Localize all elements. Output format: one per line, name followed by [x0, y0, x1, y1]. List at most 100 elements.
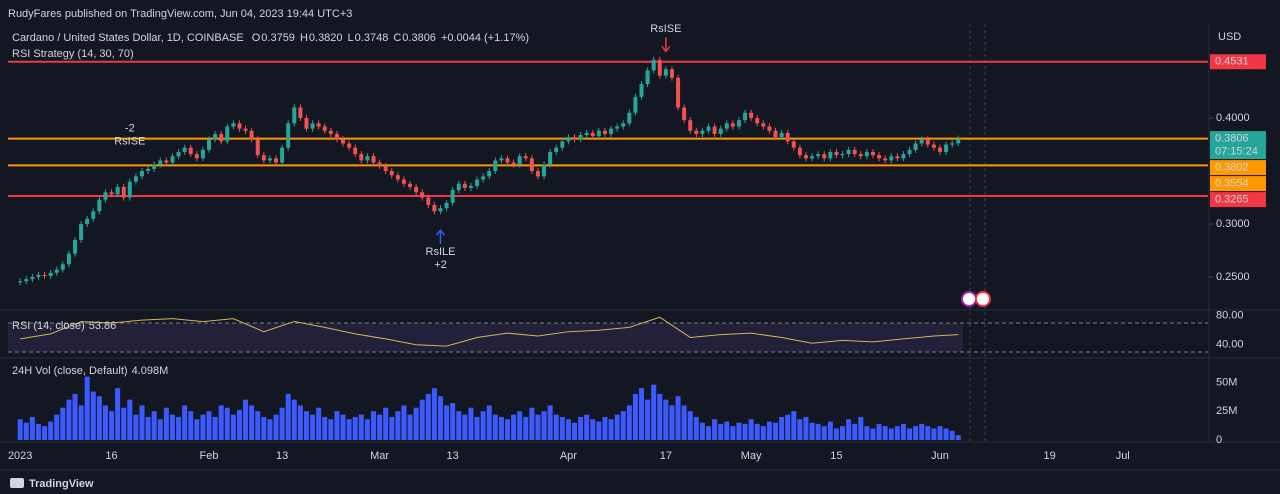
candle — [225, 126, 230, 142]
volume-bar — [687, 411, 693, 440]
volume-bar — [821, 426, 827, 440]
candle — [864, 151, 869, 157]
candle — [140, 171, 145, 177]
candle — [548, 151, 553, 165]
volume-bar — [663, 399, 669, 440]
volume-bar — [559, 416, 565, 440]
candle — [529, 158, 534, 172]
candle — [231, 123, 236, 127]
candle — [462, 183, 467, 189]
volume-bar — [90, 391, 96, 440]
volume-bar — [115, 388, 121, 440]
volume-bar — [17, 419, 23, 440]
candle — [724, 123, 729, 129]
volume-bar — [858, 416, 864, 440]
candle — [572, 137, 577, 140]
candle — [347, 143, 352, 148]
ohlc-value: 0.3748 — [355, 32, 389, 44]
candle — [389, 171, 394, 176]
candle — [651, 59, 656, 71]
candle — [907, 149, 912, 155]
x-tick-label: 16 — [105, 450, 117, 462]
candle — [133, 176, 138, 182]
candle — [663, 69, 668, 76]
candle — [298, 107, 303, 119]
volume-bar — [864, 426, 870, 440]
candle — [377, 162, 382, 166]
x-tick-label: 19 — [1043, 450, 1055, 462]
candle — [304, 118, 309, 129]
volume-bar — [255, 411, 261, 440]
candle — [286, 123, 291, 148]
candle — [767, 126, 772, 131]
candle — [937, 147, 942, 152]
volume-bar — [766, 421, 772, 440]
price-label: 0.3265 — [1215, 194, 1249, 206]
volume-bar — [35, 423, 41, 440]
candle — [243, 128, 248, 131]
volume-last: 4.098M — [132, 365, 169, 377]
candle — [164, 160, 169, 163]
volume-bar — [870, 428, 876, 440]
candle — [895, 156, 900, 159]
volume-bar — [54, 414, 60, 440]
candle — [200, 149, 205, 159]
ohlc-key: O — [252, 32, 261, 44]
candle — [645, 70, 650, 85]
candle — [688, 120, 693, 131]
volume-bar — [517, 411, 523, 440]
candle — [176, 151, 181, 157]
volume-bar — [578, 416, 584, 440]
x-tick-label: May — [741, 450, 762, 462]
volume-bar — [523, 416, 529, 440]
volume-bar — [535, 414, 541, 440]
candle — [773, 130, 778, 138]
volume-bar — [468, 407, 474, 440]
volume-bar — [109, 411, 115, 440]
candle — [718, 128, 723, 134]
volume-bar — [846, 419, 852, 440]
volume-bar — [833, 428, 839, 440]
candle — [359, 154, 364, 161]
volume-bar — [243, 399, 249, 440]
ohlc-value: 0.3759 — [261, 32, 295, 44]
volume-bar — [127, 399, 133, 440]
volume-bar — [511, 414, 517, 440]
volume-bar — [413, 407, 419, 440]
candle — [889, 156, 894, 161]
candle — [365, 156, 370, 161]
volume-bar — [608, 419, 614, 440]
candle — [85, 218, 90, 225]
volume-bar — [139, 405, 145, 440]
candle — [188, 147, 193, 155]
volume-bar — [450, 403, 456, 440]
volume-bar — [681, 405, 687, 440]
candle — [237, 123, 242, 129]
candle — [639, 84, 644, 97]
candle — [615, 126, 620, 129]
volume-bar — [919, 423, 925, 440]
candle — [505, 158, 510, 163]
candle — [761, 123, 766, 127]
volume-bar — [748, 419, 754, 440]
volume-bar — [937, 426, 943, 440]
volume-bar — [809, 422, 815, 440]
volume-bar — [724, 421, 730, 440]
volume-bar — [145, 416, 151, 440]
volume-bar — [632, 393, 638, 440]
volume-bar — [364, 419, 370, 440]
candle — [316, 123, 321, 127]
candle — [353, 147, 358, 155]
volume-bar — [176, 416, 182, 440]
candle — [834, 151, 839, 156]
volume-bar — [236, 410, 242, 440]
volume-bar — [882, 426, 888, 440]
candle — [877, 155, 882, 159]
candle — [146, 168, 151, 172]
candle — [542, 164, 547, 177]
candle — [456, 183, 461, 191]
candle — [749, 112, 754, 119]
volume-bar — [322, 416, 328, 440]
candle — [487, 171, 492, 177]
y-tick-label: 0.3000 — [1216, 218, 1250, 230]
